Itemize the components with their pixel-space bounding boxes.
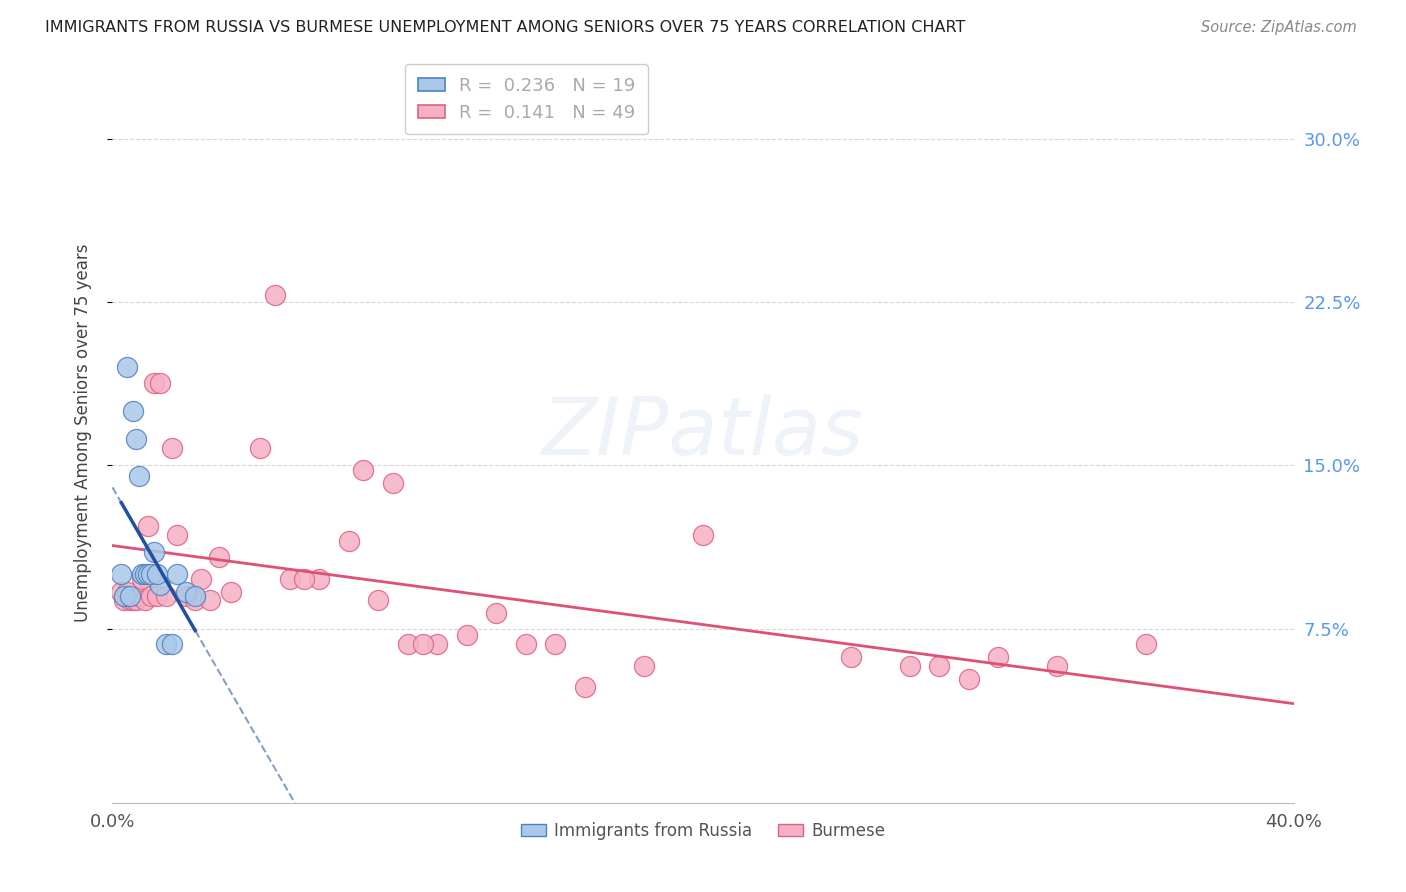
Point [131,567,153,582]
Point [337,534,360,549]
Point [367,593,389,607]
Point [166,567,188,582]
Point [131,572,153,586]
Point [190,572,212,586]
Point [149,376,172,390]
Point [146,567,169,582]
Point [515,637,537,651]
Point [198,593,221,607]
Point [139,589,162,603]
Point [134,567,156,582]
Point [382,475,405,490]
Text: IMMIGRANTS FROM RUSSIA VS BURMESE UNEMPLOYMENT AMONG SENIORS OVER 75 YEARS CORRE: IMMIGRANTS FROM RUSSIA VS BURMESE UNEMPL… [45,20,966,35]
Point [125,432,148,446]
Point [574,681,596,695]
Point [308,572,330,586]
Point [544,637,567,651]
Text: ZIPatlas: ZIPatlas [541,393,865,472]
Point [136,519,159,533]
Point [160,441,183,455]
Point [112,589,135,603]
Point [117,360,138,375]
Point [839,649,862,664]
Point [411,637,433,651]
Point [160,637,183,651]
Point [125,593,148,607]
Point [633,658,655,673]
Legend: Immigrants from Russia, Burmese: Immigrants from Russia, Burmese [515,815,891,847]
Point [128,469,150,483]
Point [139,567,162,582]
Point [396,637,419,651]
Point [692,528,714,542]
Point [249,441,271,455]
Point [112,593,135,607]
Point [208,549,231,564]
Point [292,572,315,586]
Point [142,545,165,559]
Point [219,584,242,599]
Point [898,658,921,673]
Y-axis label: Unemployment Among Seniors over 75 years: Unemployment Among Seniors over 75 years [73,244,91,622]
Point [128,589,150,603]
Point [264,288,287,302]
Point [155,589,177,603]
Point [987,649,1010,664]
Point [136,567,159,582]
Point [352,462,374,476]
Point [120,593,142,607]
Point [117,584,138,599]
Point [184,589,207,603]
Point [426,637,449,651]
Text: Source: ZipAtlas.com: Source: ZipAtlas.com [1201,20,1357,35]
Point [174,589,197,603]
Point [184,593,207,607]
Point [122,404,145,418]
Point [1135,637,1157,651]
Point [928,658,950,673]
Point [149,578,172,592]
Point [1046,658,1069,673]
Point [155,637,177,651]
Point [110,584,132,599]
Point [134,593,156,607]
Point [456,628,478,642]
Point [278,572,301,586]
Point [146,589,169,603]
Point [485,607,508,621]
Point [110,567,132,582]
Point [122,593,145,607]
Point [142,376,165,390]
Point [174,584,197,599]
Point [166,528,188,542]
Point [120,589,142,603]
Point [957,672,980,686]
